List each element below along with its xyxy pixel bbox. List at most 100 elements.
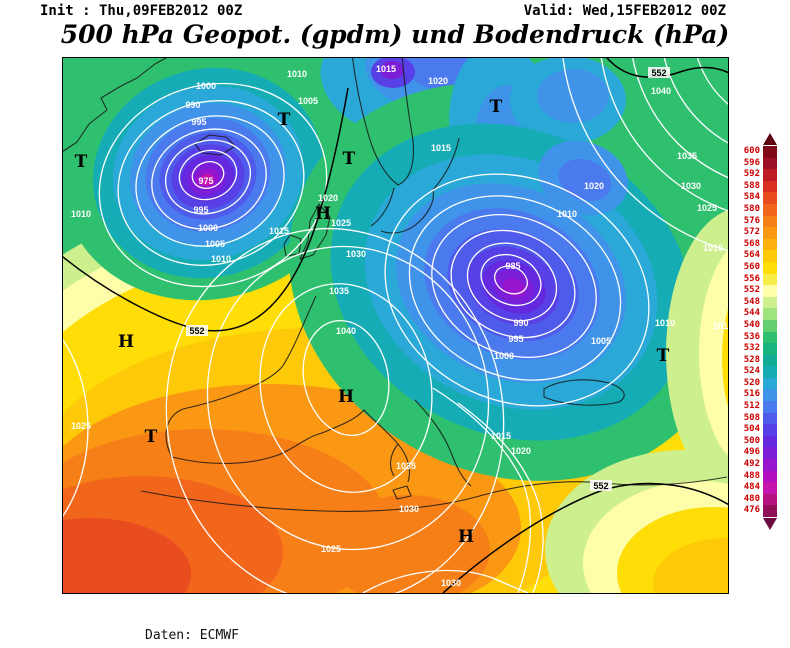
legend-row: 508: [733, 412, 777, 425]
isobar-label: 1015: [269, 226, 289, 236]
legend-swatch: [763, 227, 777, 239]
legend-value: 552: [743, 285, 760, 296]
legend-value: 516: [743, 389, 760, 400]
legend-swatch: [763, 146, 777, 158]
legend-arrow-down-icon: [763, 518, 777, 530]
legend-value: 504: [743, 424, 760, 435]
legend-swatch: [763, 401, 777, 413]
legend-row: 580: [733, 203, 777, 216]
legend-swatch: [763, 424, 777, 436]
legend-swatch: [763, 273, 777, 286]
color-scale-legend: 600 596 592 588 584 580 576 572 568 564 560 556 552 5…: [733, 133, 777, 530]
legend-row: 548: [733, 296, 777, 309]
isobar-label: 985: [505, 261, 520, 271]
map-label-layer: 1000990995101010051015102010151010975995…: [71, 64, 728, 588]
legend-row: 528: [733, 354, 777, 367]
legend-value: 580: [743, 203, 760, 214]
isobar-label: 1010: [211, 254, 231, 264]
legend-value: 600: [743, 146, 760, 156]
legend-row: 480: [733, 493, 777, 506]
isobar-label: 1000: [494, 351, 514, 361]
isobar-label: 552: [651, 68, 666, 78]
legend-value: 524: [743, 366, 760, 377]
data-source-line: Daten: ECMWF: [145, 628, 239, 643]
legend-row: 492: [733, 459, 777, 471]
legend-swatch: [763, 447, 777, 460]
isobar-label: 1025: [331, 218, 351, 228]
legend-row: 524: [733, 366, 777, 378]
legend-rows: 600 596 592 588 584 580 576 572 568 564 560 556 552 5…: [733, 146, 777, 517]
isobar-label: 1005: [205, 239, 225, 249]
legend-row: 544: [733, 308, 777, 320]
isobar-label: 1005: [298, 96, 318, 106]
weather-map: 1000990995101010051015102010151010975995…: [62, 57, 729, 594]
isobar-label: 1020: [511, 446, 531, 456]
legend-value: 548: [743, 296, 760, 307]
legend-value: 564: [743, 250, 760, 261]
isobar-label: 1020: [584, 181, 604, 191]
valid-time-label: Valid: Wed,15FEB2012 00Z: [523, 3, 726, 19]
legend-swatch: [763, 354, 777, 367]
legend-value: 476: [743, 505, 760, 516]
legend-row: 496: [733, 447, 777, 460]
legend-swatch: [763, 505, 777, 517]
isobar-label: 990: [185, 100, 200, 110]
legend-swatch: [763, 389, 777, 402]
legend-row: 512: [733, 401, 777, 413]
low-pressure-marker: T: [343, 149, 356, 169]
legend-swatch: [763, 412, 777, 425]
legend-row: 576: [733, 215, 777, 228]
legend-value: 532: [743, 343, 760, 354]
legend-swatch: [763, 331, 777, 344]
legend-arrow-up-icon: [763, 133, 777, 145]
attribution: Daten: ECMWF (C) Wetterzentrale www.wett…: [145, 597, 309, 648]
isobar-label: 1030: [441, 578, 461, 588]
isobar-label: 1035: [396, 461, 416, 471]
legend-swatch: [763, 238, 777, 251]
legend-swatch: [763, 435, 777, 448]
legend-value: 484: [743, 482, 760, 493]
legend-row: 588: [733, 180, 777, 193]
legend-swatch: [763, 169, 777, 181]
legend-value: 536: [743, 331, 760, 342]
isobar-label: 1020: [318, 193, 338, 203]
isobar-label: 995: [191, 117, 206, 127]
legend-value: 480: [743, 493, 760, 504]
legend-row: 536: [733, 331, 777, 344]
isobar-label: 975: [198, 176, 213, 186]
low-pressure-marker: T: [75, 152, 88, 172]
legend-value: 544: [743, 308, 760, 319]
legend-value: 556: [743, 273, 760, 284]
legend-value: 508: [743, 412, 760, 423]
legend-value: 572: [743, 227, 760, 238]
legend-row: 520: [733, 377, 777, 390]
isobar-label: 1015: [431, 143, 451, 153]
legend-swatch: [763, 215, 777, 228]
pressure-center-layer: T T T T T T H H H H: [75, 97, 670, 547]
legend-row: 488: [733, 470, 777, 483]
legend-value: 500: [743, 435, 760, 446]
isobar-label: 1030: [346, 249, 366, 259]
legend-row: 552: [733, 285, 777, 297]
low-pressure-marker: T: [657, 346, 670, 366]
isobar-label: 1030: [681, 181, 701, 191]
legend-swatch: [763, 377, 777, 390]
high-pressure-marker: H: [338, 387, 354, 407]
isobar-label: 552: [593, 481, 608, 491]
isobar-label: 1000: [198, 223, 218, 233]
field-layer: [63, 58, 728, 593]
legend-row: 532: [733, 343, 777, 355]
isobar-label: 1025: [321, 544, 341, 554]
isobar-label: 1005: [591, 336, 611, 346]
legend-row: 500: [733, 435, 777, 448]
legend-row: 484: [733, 482, 777, 494]
legend-swatch: [763, 343, 777, 355]
legend-row: 564: [733, 250, 777, 262]
legend-swatch: [763, 285, 777, 297]
legend-row: 556: [733, 273, 777, 286]
legend-swatch: [763, 192, 777, 204]
legend-swatch: [763, 319, 777, 332]
legend-row: 584: [733, 192, 777, 204]
legend-row: 572: [733, 227, 777, 239]
legend-value: 540: [743, 319, 760, 330]
